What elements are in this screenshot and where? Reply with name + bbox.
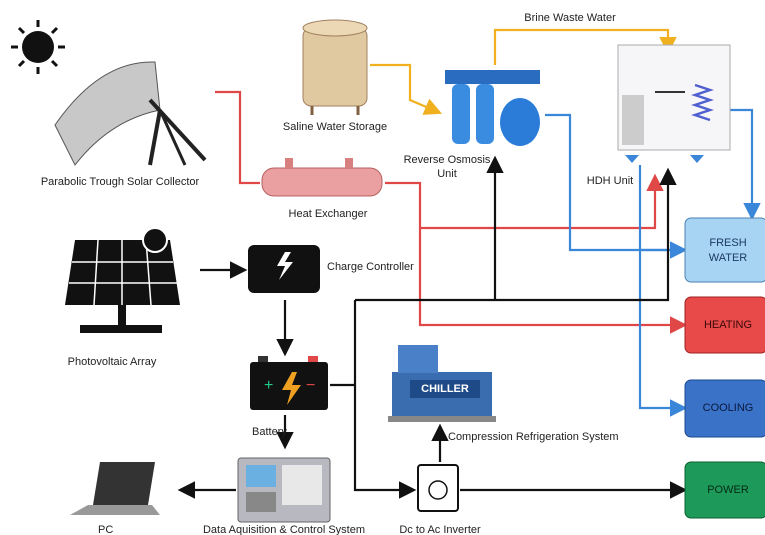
parabolic-trough-icon bbox=[55, 62, 205, 165]
output-label: FRESH bbox=[709, 237, 746, 249]
svg-text:+: + bbox=[264, 377, 273, 394]
pv-array-icon bbox=[65, 228, 180, 333]
label: Photovoltaic Array bbox=[68, 356, 157, 368]
inverter-icon bbox=[418, 465, 458, 511]
label: Unit bbox=[437, 168, 457, 180]
label: Heat Exchanger bbox=[289, 208, 368, 220]
label: Data Aquisition & Control System bbox=[203, 524, 365, 535]
hdh-unit-icon bbox=[618, 45, 730, 163]
label: HDH Unit bbox=[587, 175, 633, 187]
output-box bbox=[685, 218, 765, 282]
svg-text:−: − bbox=[306, 377, 315, 394]
label: PC bbox=[98, 524, 113, 535]
output-label: WATER bbox=[709, 252, 748, 264]
label: Battery bbox=[252, 426, 287, 438]
label: CHILLER bbox=[421, 383, 469, 395]
outputs: FRESH WATER HEATING COOLING POWER bbox=[685, 218, 765, 518]
output-label: HEATING bbox=[704, 319, 752, 331]
charge-controller-icon bbox=[248, 245, 320, 293]
daq-icon bbox=[238, 458, 330, 522]
battery-icon: +− bbox=[250, 356, 328, 410]
heat-exchanger-icon bbox=[262, 158, 382, 196]
pc-icon bbox=[70, 462, 160, 515]
storage-tank-icon bbox=[303, 20, 367, 115]
ro-unit-icon bbox=[445, 70, 540, 146]
diagram: Parabolic Trough Solar Collector Saline … bbox=[0, 0, 765, 535]
label: Compression Refrigeration System bbox=[448, 431, 619, 443]
sun-icon bbox=[11, 20, 65, 74]
flow-label: Brine Waste Water bbox=[524, 12, 616, 24]
label: Charge Controller bbox=[327, 261, 414, 273]
output-label: COOLING bbox=[703, 402, 754, 414]
output-label: POWER bbox=[707, 484, 749, 496]
label: Parabolic Trough Solar Collector bbox=[41, 176, 200, 188]
label: Dc to Ac Inverter bbox=[399, 524, 481, 535]
label: Saline Water Storage bbox=[283, 121, 387, 133]
label: Reverse Osmosis bbox=[404, 154, 491, 166]
